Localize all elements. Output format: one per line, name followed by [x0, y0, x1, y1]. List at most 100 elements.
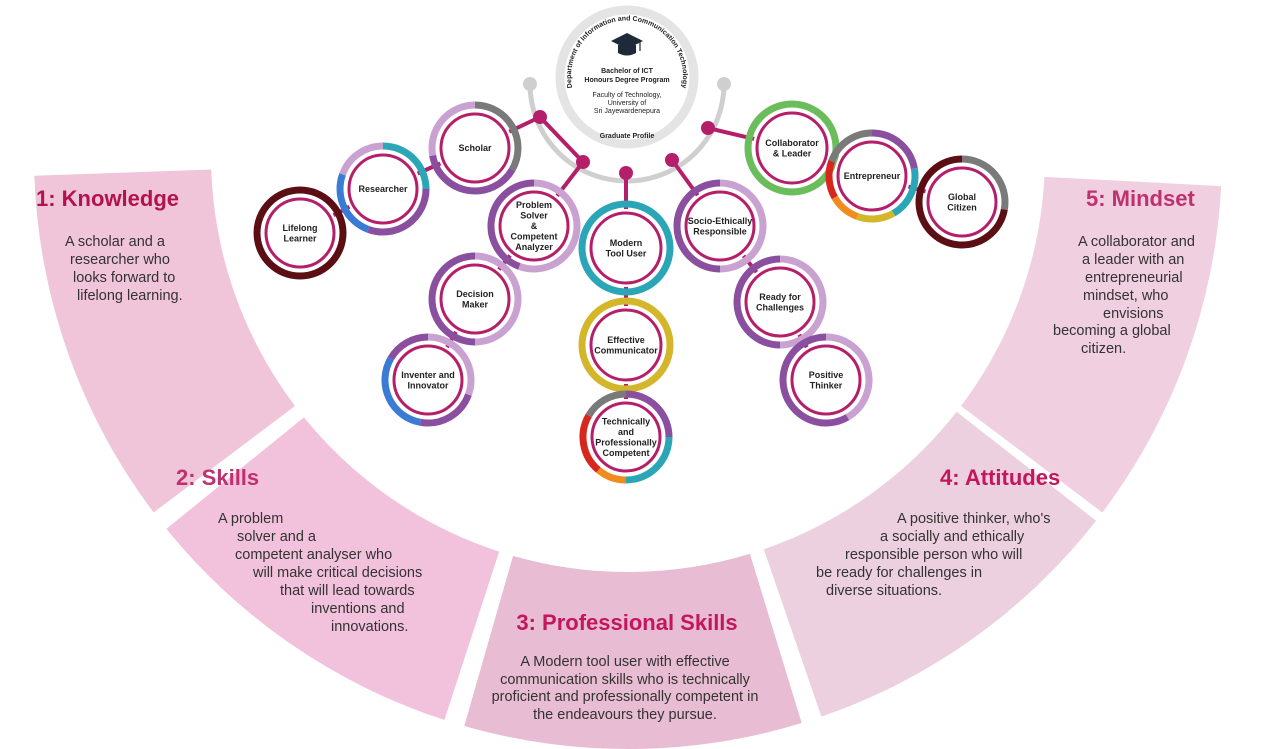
node-label-line: Maker — [462, 299, 489, 309]
segment-4-description-line: responsible person who will — [845, 547, 1022, 563]
connector-dot — [533, 110, 547, 124]
segment-5-description-line: envisions — [1103, 306, 1163, 322]
segment-4-band — [763, 411, 1097, 717]
segment-1-description-line: looks forward to — [73, 270, 175, 286]
node-label-line: Ready for — [759, 292, 801, 302]
segment-2-description-line: inventions and — [311, 601, 405, 617]
segment-5-description-line: citizen. — [1081, 341, 1126, 357]
segment-3-description-line: communication skills who is technically — [500, 672, 751, 688]
segment-4-description-line: be ready for challenges in — [816, 565, 982, 581]
segment-1-title: 1: Knowledge — [36, 186, 179, 211]
segment-2-description-line: competent analyser who — [235, 547, 392, 563]
node-label-line: Challenges — [756, 302, 804, 312]
segment-1-description-line: lifelong learning. — [77, 288, 183, 304]
segment-5-band — [961, 176, 1222, 513]
segment-3-description-line: the endeavours they pursue. — [533, 707, 717, 723]
node-label-line: Tool User — [606, 248, 647, 258]
segment-2-description-line: solver and a — [237, 529, 317, 545]
outer-segments — [34, 169, 1222, 749]
node-label-line: Citizen — [947, 202, 977, 212]
node-label-line: Professionally — [595, 437, 657, 447]
segment-5-description-line: becoming a global — [1053, 323, 1171, 339]
node-connector — [538, 115, 585, 164]
node-label-line: Learner — [283, 233, 317, 243]
hub-footer: Graduate Profile — [600, 133, 655, 140]
node-label-line: Positive — [809, 370, 844, 380]
node-label-line: Socio-Ethically — [688, 216, 753, 226]
node-2: Researcher — [336, 142, 430, 236]
segment-5-description-line: A collaborator and — [1078, 234, 1195, 250]
attribute-nodes: LifelongLearnerResearcherScholarProblemS… — [253, 100, 1009, 484]
segment-texts: 1: Knowledge A scholar and a researcher wh… — [36, 186, 1195, 723]
node-label-line: Responsible — [693, 226, 747, 236]
segment-3-title: 3: Professional Skills — [516, 610, 737, 635]
node-label-line: Lifelong — [283, 223, 318, 233]
node-label-line: Competent — [511, 232, 558, 242]
segment-2-description-line: innovations. — [331, 619, 408, 635]
node-label-line: Thinker — [810, 380, 843, 390]
node-label-line: Solver — [520, 211, 548, 221]
hub-text-line: Bachelor of ICT — [601, 68, 653, 75]
segment-3-band — [464, 553, 802, 749]
node-3: Scholar — [428, 101, 522, 195]
segment-1-description-line: A scholar and a — [65, 234, 166, 250]
segment-4-title: 4: Attitudes — [940, 465, 1060, 490]
connector-dot — [576, 155, 590, 169]
segment-1-description-line: researcher who — [70, 252, 170, 268]
node-label-line: Modern — [610, 238, 643, 248]
segment-5-description-line: entrepreneurial — [1085, 270, 1183, 286]
node-label-line: Entrepreneur — [844, 171, 901, 181]
segment-4-description-line: A positive thinker, who's — [897, 511, 1051, 527]
node-label-line: Innovator — [407, 380, 448, 390]
node-label-line: Scholar — [458, 143, 492, 153]
hub-text-line: Sri Jayewardenepura — [594, 108, 660, 115]
segment-3-description-line: proficient and professionally competent … — [492, 689, 759, 705]
arc-end-knob — [523, 77, 537, 91]
segment-3-description-line: A Modern tool user with effective — [520, 654, 729, 670]
node-label-line: Problem — [516, 200, 552, 210]
node-label-line: Inventer and — [401, 370, 455, 380]
node-label-line: & Leader — [773, 148, 812, 158]
node-13: Collaborator& Leader — [744, 100, 840, 196]
segment-5-description-line: a leader with an — [1082, 252, 1184, 268]
hub-text-line: Faculty of Technology, — [592, 92, 661, 99]
node-label-line: Communicator — [594, 345, 658, 355]
segment-2-title: 2: Skills — [176, 465, 259, 490]
segment-2-description-line: A problem — [218, 511, 283, 527]
node-label-line: & — [531, 221, 538, 231]
arc-end-knob — [717, 77, 731, 91]
graduation-cap-icon — [611, 33, 643, 56]
segment-1-band — [34, 169, 295, 513]
segment-4-description-line: diverse situations. — [826, 583, 942, 599]
node-label-line: Competent — [603, 448, 650, 458]
node-label-line: and — [618, 427, 634, 437]
hub-circle — [555, 5, 699, 149]
segment-2-band — [166, 417, 500, 720]
segment-2-description-line: will make critical decisions — [252, 565, 422, 581]
node-label-line: Effective — [607, 335, 645, 345]
segment-5-description-line: mindset, who — [1083, 288, 1168, 304]
segment-4-description-line: a socially and ethically — [880, 529, 1025, 545]
node-label-line: Researcher — [358, 184, 408, 194]
connector-dot — [701, 121, 715, 135]
node-label-line: Analyzer — [515, 242, 553, 252]
node-label-line: Collaborator — [765, 138, 819, 148]
node-label-line: Decision — [456, 289, 494, 299]
hub-text-line: University of — [608, 100, 647, 107]
node-14: Entrepreneur — [825, 129, 919, 223]
hub-text-line: Honours Degree Program — [584, 77, 669, 84]
node-label-line: Global — [948, 192, 976, 202]
segment-2-description-line: that will lead towards — [280, 583, 415, 599]
